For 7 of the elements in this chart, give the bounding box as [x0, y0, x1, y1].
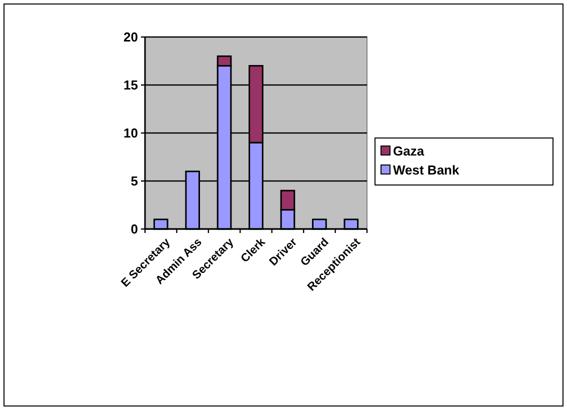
y-tick-label: 0 — [130, 222, 138, 237]
legend-label: Gaza — [393, 144, 425, 159]
y-tick-label: 10 — [124, 126, 138, 141]
legend-label: West Bank — [393, 162, 460, 178]
y-tick-label: 20 — [124, 30, 138, 45]
y-tick-label: 5 — [130, 174, 138, 189]
y-tick-label: 15 — [124, 78, 138, 93]
